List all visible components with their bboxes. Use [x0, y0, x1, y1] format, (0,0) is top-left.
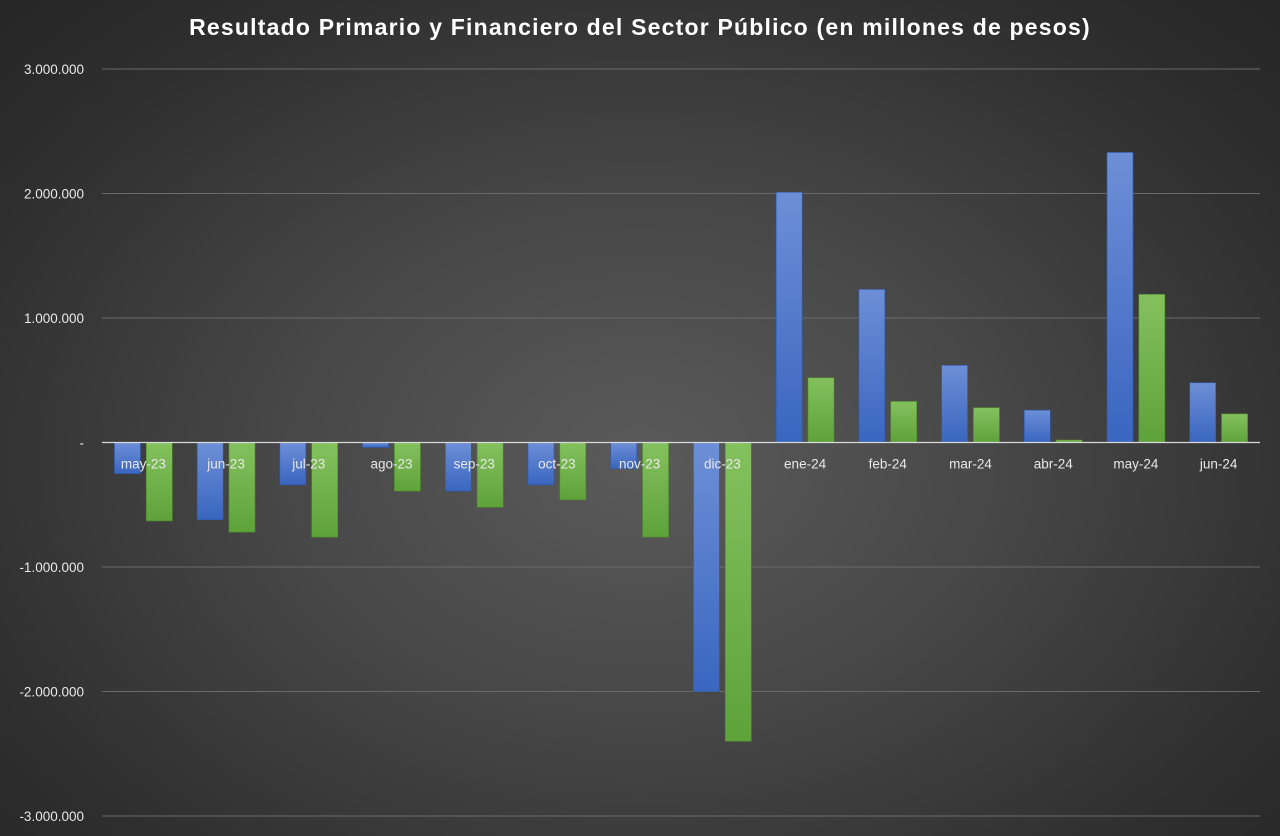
- bar-green-dic-23: [724, 442, 752, 742]
- y-tick-label: 1.000.000: [24, 311, 84, 326]
- bar-green-jul-23: [311, 442, 339, 538]
- y-tick-label: 3.000.000: [24, 62, 84, 77]
- x-tick-label: jun-24: [1199, 457, 1238, 472]
- bar-blue-dic-23: [693, 442, 720, 692]
- bar-blue-may-23: [114, 442, 141, 474]
- bar-blue-ene-24: [775, 191, 803, 443]
- bar-green-nov-23: [642, 442, 669, 538]
- bar-green-jun-23: [228, 442, 256, 533]
- x-tick-label: may-24: [1113, 457, 1159, 472]
- x-tick-label: dic-23: [704, 457, 741, 472]
- bar-green-jun-24: [1221, 413, 1248, 443]
- bar-blue-abr-24: [1023, 409, 1051, 443]
- bar-green-feb-24: [890, 401, 918, 443]
- bar-green-mar-24: [973, 407, 1000, 443]
- bar-blue-feb-24: [858, 289, 886, 443]
- bar-green-sep-23: [476, 442, 504, 508]
- y-tick-label: -2.000.000: [19, 685, 84, 700]
- x-tick-label: abr-24: [1034, 457, 1074, 472]
- y-tick-label: -3.000.000: [19, 809, 84, 824]
- bar-green-may-23: [145, 442, 173, 522]
- labels: 3.000.000 2.000.000 1.000.000 - -1.000.000 -2…: [19, 62, 1237, 824]
- bar-blue-sep-23: [444, 442, 472, 492]
- chart-title: Resultado Primario y Financiero del Sect…: [189, 14, 1091, 40]
- x-tick-label: ene-24: [784, 457, 827, 472]
- bar-blue-may-24: [1106, 152, 1134, 443]
- x-tick-label: mar-24: [949, 457, 992, 472]
- gridlines: [102, 68, 1260, 817]
- bar-blue-mar-24: [941, 365, 968, 443]
- x-tick-label: jun-23: [206, 457, 245, 472]
- bar-green-oct-23: [559, 442, 587, 501]
- y-tick-label: -1.000.000: [19, 560, 84, 575]
- bar-blue-jun-24: [1189, 382, 1217, 443]
- y-tick-label: 2.000.000: [24, 187, 84, 202]
- x-tick-label: jul-23: [291, 457, 325, 472]
- bar-green-may-24: [1138, 294, 1166, 443]
- x-tick-label: ago-23: [370, 457, 412, 472]
- bar-blue-ago-23: [362, 442, 389, 448]
- x-tick-label: oct-23: [538, 457, 576, 472]
- y-tick-label: -: [80, 436, 85, 451]
- x-tick-label: nov-23: [619, 457, 660, 472]
- bars: [114, 152, 1248, 742]
- bar-green-ago-23: [394, 442, 421, 492]
- bar-blue-nov-23: [610, 442, 638, 469]
- bar-green-ene-24: [807, 377, 835, 443]
- x-tick-label: sep-23: [454, 457, 495, 472]
- x-tick-label: may-23: [121, 457, 166, 472]
- bar-blue-jun-23: [196, 442, 224, 520]
- x-tick-label: feb-24: [869, 457, 908, 472]
